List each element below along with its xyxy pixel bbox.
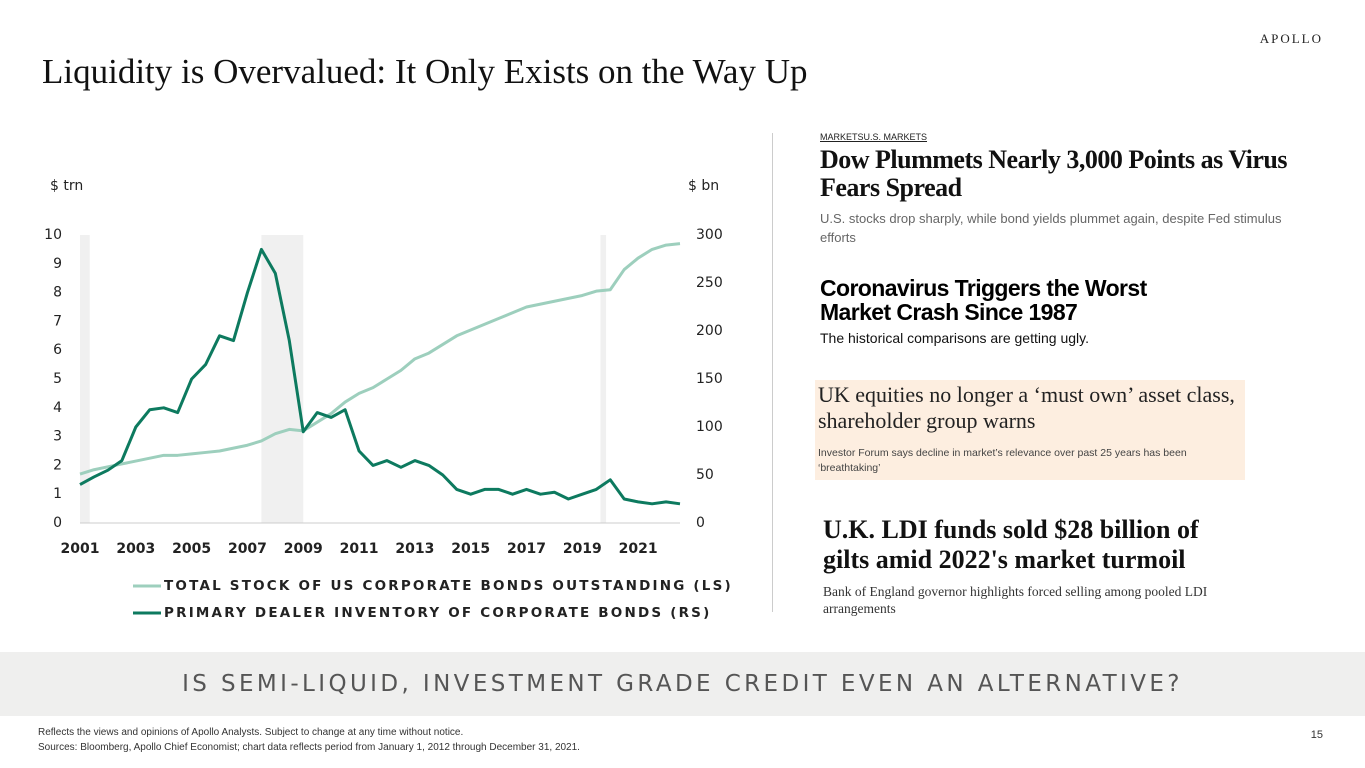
subhead: Investor Forum says decline in market’s … [818,447,1187,474]
footnote: Reflects the views and opinions of Apoll… [38,727,464,738]
y2-tick-label: 50 [696,467,714,483]
subhead: Bank of England governor highlights forc… [823,584,1208,616]
headline: Dow Plummets Nearly 3,000 Points as Viru… [820,145,1287,202]
x-tick-label: 2007 [228,541,267,557]
page-number: 15 [1310,729,1323,741]
shaded-period [80,235,90,523]
x-tick-label: 2019 [563,541,602,557]
slide-title: Liquidity is Overvalued: It Only Exists … [42,52,808,91]
subhead: The historical comparisons are getting u… [820,330,1089,346]
banner-text: IS SEMI-LIQUID, INVESTMENT GRADE CREDIT … [182,671,1183,697]
y-tick-label: 7 [53,313,62,329]
banner: IS SEMI-LIQUID, INVESTMENT GRADE CREDIT … [0,652,1365,716]
y-tick-label: 5 [53,371,62,387]
brand: APOLLO [1259,31,1323,46]
x-tick-label: 2011 [340,541,379,557]
legend-label: PRIMARY DEALER INVENTORY OF CORPORATE BO… [164,605,711,621]
y2-tick-label: 150 [696,371,723,387]
subhead: U.S. stocks drop sharply, while bond yie… [820,211,1282,245]
y-tick-label: 9 [53,256,62,272]
y2-tick-label: 300 [696,227,723,243]
shaded-period [261,235,304,523]
y-tick-label: 3 [53,429,62,445]
news-card: Coronavirus Triggers the Worst Market Cr… [820,276,1200,346]
sources: Sources: Bloomberg, Apollo Chief Economi… [38,742,580,753]
y-tick-label: 8 [53,285,62,301]
y-tick-label: 10 [44,227,62,243]
y-tick-label: 4 [53,400,62,416]
legend-label: TOTAL STOCK OF US CORPORATE BONDS OUTSTA… [164,578,733,594]
y-tick-label: 6 [53,342,62,358]
news-card: UK equities no longer a ‘must own’ asset… [815,380,1245,480]
headline: Coronavirus Triggers the Worst Market Cr… [820,275,1147,325]
y2-axis-label: $ bn [688,178,719,194]
y2-tick-label: 200 [696,323,723,339]
x-tick-label: 2021 [619,541,658,557]
x-tick-label: 2015 [451,541,490,557]
y-axis-label: $ trn [50,178,83,194]
news-card: MARKETSU.S. MARKETS Dow Plummets Nearly … [820,132,1300,247]
series-line [79,247,681,506]
x-tick-label: 2017 [507,541,546,557]
series-line [79,242,681,476]
x-tick-label: 2013 [395,541,434,557]
y-tick-label: 2 [53,457,62,473]
news-card: U.K. LDI funds sold $28 billion of gilts… [823,515,1243,617]
x-tick-label: 2001 [61,541,100,557]
headline: UK equities no longer a ‘must own’ asset… [818,382,1235,433]
kicker: MARKETSU.S. MARKETS [820,132,928,142]
y-tick-label: 1 [53,486,62,502]
chart: $ trn $ bn0123456789100501001502002503002… [44,178,733,621]
x-tick-label: 2005 [172,541,211,557]
shaded-period [600,235,607,523]
x-tick-label: 2009 [284,541,323,557]
y2-tick-label: 250 [696,275,723,291]
divider [772,133,773,612]
headline: U.K. LDI funds sold $28 billion of gilts… [823,515,1199,574]
x-tick-label: 2003 [116,541,155,557]
y-tick-label: 0 [53,515,62,531]
y2-tick-label: 0 [696,515,705,531]
y2-tick-label: 100 [696,419,723,435]
